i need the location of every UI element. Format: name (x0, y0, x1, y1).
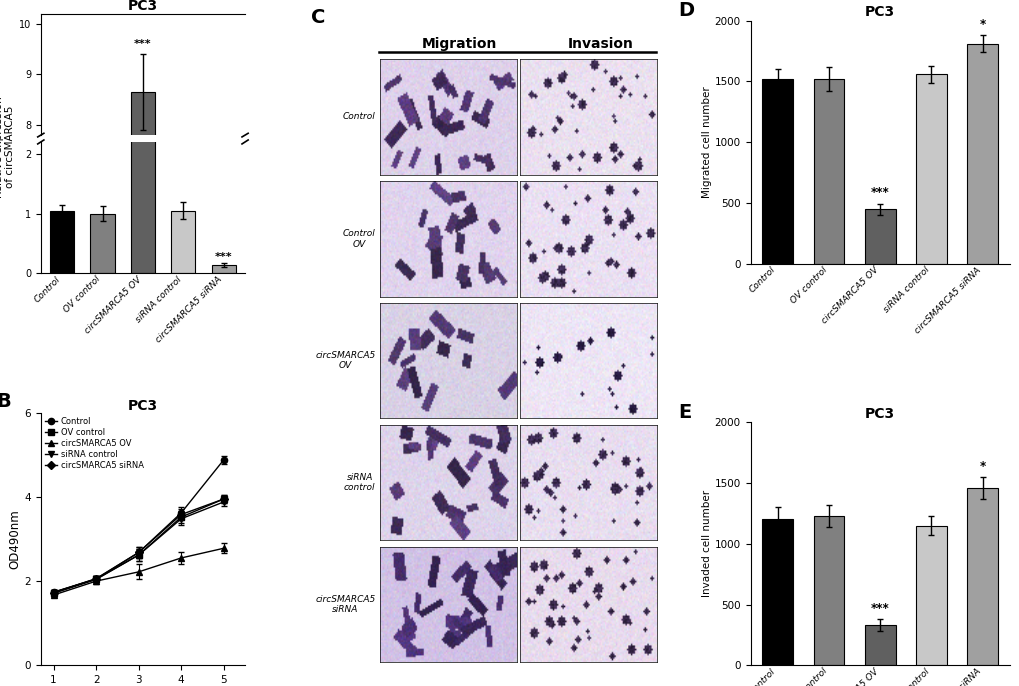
Text: D: D (678, 1, 693, 20)
Text: Migration: Migration (421, 36, 496, 51)
Text: Control
OV: Control OV (342, 229, 375, 248)
Text: *: * (978, 460, 984, 473)
Bar (91, 213, 114, 274)
Bar (130, 92, 155, 530)
Bar (50, 211, 74, 274)
Bar (211, 523, 235, 530)
Text: siRNA
control: siRNA control (343, 473, 375, 493)
Y-axis label: Invaded cell number: Invaded cell number (701, 490, 711, 598)
Text: Control: Control (342, 113, 375, 121)
Bar (966, 44, 997, 264)
Text: ***: *** (870, 602, 889, 615)
Text: ***: *** (870, 187, 889, 200)
Bar (864, 625, 895, 665)
Bar (761, 79, 793, 264)
Y-axis label: OD490nm: OD490nm (9, 509, 21, 569)
Y-axis label: Migrated cell number: Migrated cell number (701, 86, 711, 198)
Bar (211, 265, 235, 274)
Bar (915, 74, 946, 264)
Text: *: * (978, 18, 984, 31)
Bar (91, 479, 114, 530)
Text: Invasion: Invasion (568, 36, 633, 51)
Bar (50, 477, 74, 530)
Bar (915, 525, 946, 665)
Text: ***: *** (133, 39, 152, 49)
Title: PC3: PC3 (127, 399, 158, 412)
Text: A: A (0, 0, 11, 2)
Title: PC3: PC3 (127, 0, 158, 12)
Bar (171, 477, 196, 530)
Text: Relative expression
of circSMARCA5: Relative expression of circSMARCA5 (0, 96, 15, 198)
Text: circSMARCA5
OV: circSMARCA5 OV (315, 351, 375, 370)
Text: circSMARCA5
siRNA: circSMARCA5 siRNA (315, 595, 375, 614)
Legend: Control, OV control, circSMARCA5 OV, siRNA control, circSMARCA5 siRNA: Control, OV control, circSMARCA5 OV, siR… (45, 416, 144, 470)
Bar (813, 79, 844, 264)
Bar (761, 519, 793, 665)
Title: PC3: PC3 (864, 5, 895, 19)
Bar (171, 211, 196, 274)
Text: C: C (311, 8, 325, 27)
Text: ***: *** (215, 252, 232, 261)
Bar (813, 516, 844, 665)
Bar (130, 0, 155, 274)
Text: B: B (0, 392, 10, 412)
Bar (864, 209, 895, 264)
Bar (966, 488, 997, 665)
Text: E: E (678, 403, 691, 422)
Title: PC3: PC3 (864, 407, 895, 421)
